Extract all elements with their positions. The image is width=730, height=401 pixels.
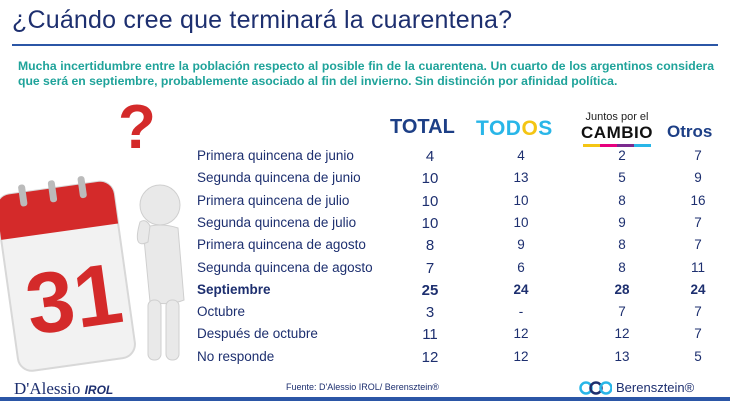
question-mark-icon: ?	[118, 100, 156, 162]
source-note: Fuente: D'Alessio IROL/ Berensztein®	[286, 382, 439, 392]
value-jxc: 8	[618, 259, 626, 275]
footer-rule	[0, 397, 730, 401]
value-jxc: 2	[618, 148, 626, 163]
value-otros: 7	[694, 237, 702, 253]
dalessio-logo: D'Alessio IROL	[14, 379, 113, 399]
page-title: ¿Cuándo cree que terminará la cuarentena…	[12, 6, 513, 34]
header-otros: Otros	[667, 122, 713, 141]
header-todos-sun: O	[521, 117, 539, 140]
value-jxc: 12	[614, 326, 630, 342]
logo-main: D'Alessio	[14, 379, 81, 398]
value-otros: 16	[690, 192, 706, 208]
header-todos: TODOS	[476, 117, 553, 141]
value-otros: 11	[690, 259, 705, 275]
title-divider	[12, 44, 718, 46]
berensztein-brand: Berensztein®	[578, 380, 694, 395]
row-label: No responde	[197, 348, 275, 364]
header-jxc-color-bar	[583, 144, 651, 147]
calendar-thinker-illustration: ? 31	[0, 100, 185, 372]
berensztein-logo-icon	[579, 380, 612, 395]
value-jxc: 9	[618, 214, 626, 230]
row-label: Septiembre	[197, 281, 271, 297]
row-label: Después de octubre	[197, 326, 318, 342]
berensztein-label: Berensztein®	[616, 380, 695, 395]
header-juntos-por-el-cambio: Juntos por el CAMBIO	[577, 111, 657, 147]
calendar-day: 31	[20, 245, 128, 353]
value-otros: 5	[694, 348, 702, 364]
value-otros: 7	[694, 148, 702, 163]
header-total: TOTAL	[390, 116, 455, 138]
value-todos: 10	[513, 192, 529, 208]
value-todos: 24	[513, 281, 529, 297]
calendar-icon: 31	[0, 176, 136, 372]
value-total: 8	[425, 237, 435, 255]
value-jxc: 28	[614, 281, 630, 297]
header-todos-left: TOD	[476, 117, 522, 140]
header-jxc-bottom: CAMBIO	[581, 123, 653, 142]
value-total: 12	[421, 348, 439, 366]
thinking-figure	[136, 184, 185, 361]
value-todos: 9	[517, 237, 525, 253]
row-label: Primera quincena de julio	[197, 192, 350, 208]
value-todos: 12	[513, 326, 529, 342]
value-total: 10	[421, 214, 439, 232]
value-total: 10	[421, 192, 439, 210]
value-todos: 10	[513, 214, 529, 230]
value-otros: 9	[694, 170, 702, 186]
value-todos: 13	[513, 170, 529, 186]
value-todos: -	[518, 304, 524, 320]
logo-sub: IROL	[84, 383, 114, 397]
header-jxc-top: Juntos por el	[585, 111, 649, 123]
header-todos-right: S	[538, 117, 553, 140]
value-jxc: 8	[618, 192, 626, 208]
value-total: 25	[421, 281, 439, 299]
value-total: 10	[421, 170, 439, 188]
value-total: 7	[425, 259, 435, 277]
row-label: Segunda quincena de julio	[197, 214, 357, 230]
subtitle: Mucha incertidumbre entre la población r…	[18, 59, 714, 88]
value-todos: 6	[517, 259, 525, 275]
value-total: 4	[425, 148, 435, 165]
value-total: 3	[425, 304, 435, 322]
value-jxc: 8	[618, 237, 626, 253]
row-label: Octubre	[197, 304, 246, 320]
row-label: Segunda quincena de junio	[197, 170, 361, 186]
value-otros: 7	[694, 326, 702, 342]
value-otros: 7	[694, 304, 702, 320]
value-todos: 4	[517, 148, 525, 163]
row-label: Segunda quincena de agosto	[197, 259, 373, 275]
value-jxc: 7	[618, 304, 626, 320]
row-label: Primera quincena de agosto	[197, 237, 366, 253]
value-otros: 7	[694, 214, 702, 230]
value-otros: 24	[690, 281, 706, 297]
value-jxc: 5	[618, 170, 626, 186]
value-todos: 12	[513, 348, 529, 364]
value-jxc: 13	[614, 348, 630, 364]
value-total: 11	[422, 326, 438, 344]
row-label: Primera quincena de junio	[197, 148, 354, 163]
